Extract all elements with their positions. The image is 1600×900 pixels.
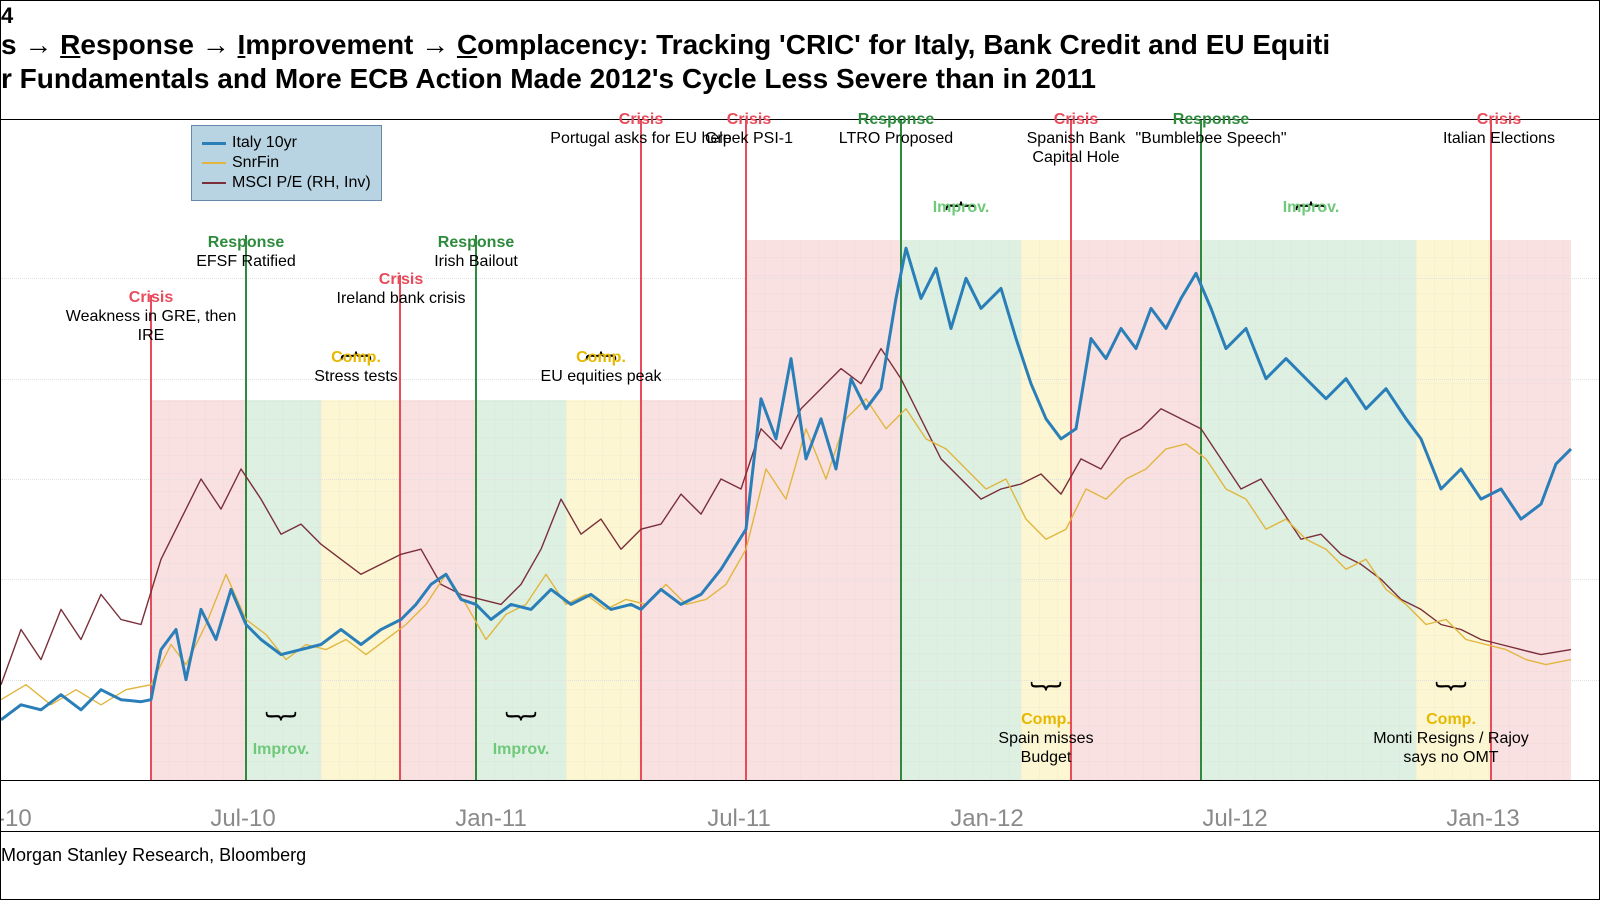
annotation: ︷Comp.EU equities peak	[521, 338, 681, 386]
annotation: ResponseEFSF Ratified	[176, 233, 316, 271]
x-axis-label: an-10	[0, 805, 32, 833]
chart-title-line2: r Fundamentals and More ECB Action Made …	[1, 63, 1096, 95]
annotation: ResponseIrish Bailout	[406, 233, 546, 271]
chart-title-line1: s → Response → Improvement → Complacency…	[1, 29, 1330, 61]
annotation: ︷Improv.	[896, 188, 1026, 217]
annotation: ︸Improv.	[471, 720, 571, 759]
x-axis-line	[1, 780, 1599, 781]
annotation: ︸Comp.Spain misses Budget	[976, 690, 1116, 768]
legend-item: Italy 10yr	[202, 134, 371, 152]
annotation: CrisisSpanish Bank Capital Hole	[1001, 110, 1151, 168]
x-axis-label: Jul-12	[1202, 805, 1267, 833]
legend-item: SnrFin	[202, 154, 371, 172]
x-axis-label: Jan-12	[950, 805, 1023, 833]
annotation: ︷Comp.Stress tests	[296, 338, 416, 386]
exhibit-number: 4	[1, 3, 13, 29]
x-axis-label: Jan-11	[455, 805, 527, 833]
annotation: ︸Improv.	[231, 720, 331, 759]
annotation: CrisisIreland bank crisis	[316, 270, 486, 308]
series-snrfin	[1, 399, 1571, 705]
source-text: Morgan Stanley Research, Bloomberg	[1, 845, 306, 866]
legend: Italy 10yr SnrFin MSCI P/E (RH, Inv)	[191, 125, 382, 201]
annotation: CrisisGreek PSI-1	[694, 110, 804, 148]
annotation: Response"Bumblebee Speech"	[1131, 110, 1291, 148]
x-axis-label: Jul-10	[210, 805, 275, 833]
series-msci	[1, 349, 1571, 685]
annotation: CrisisItalian Elections	[1424, 110, 1574, 148]
chart-area: CrisisWeakness in GRE, then IRE ResponseE…	[1, 119, 1599, 832]
annotation: ResponseLTRO Proposed	[816, 110, 976, 148]
x-axis-label: Jul-11	[707, 805, 771, 833]
annotation: ︸Comp.Monti Resigns / Rajoy says no OMT	[1361, 690, 1541, 768]
x-axis-label: Jan-13	[1446, 805, 1519, 833]
annotation: ︷Improv.	[1201, 188, 1421, 217]
legend-item: MSCI P/E (RH, Inv)	[202, 174, 371, 192]
annotation: CrisisWeakness in GRE, then IRE	[51, 288, 251, 346]
